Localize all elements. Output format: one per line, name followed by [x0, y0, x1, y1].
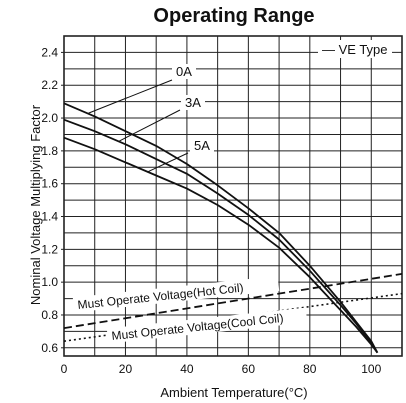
y-axis-label: Nominal Voltage Multiplying Factor [28, 104, 43, 305]
y-tick-label: 1.0 [41, 275, 58, 289]
series-line-3 [63, 273, 403, 329]
y-tick-label: 2.0 [41, 111, 58, 125]
series-line-2 [63, 136, 379, 354]
x-tick-label: 100 [361, 362, 381, 376]
series-label: 5A [194, 138, 210, 153]
series-label-bg [190, 138, 214, 153]
series-label-bg [172, 64, 196, 79]
x-tick-label: 60 [242, 362, 256, 376]
type-label-bg [318, 40, 392, 58]
y-tick-label: 1.6 [41, 177, 58, 191]
y-tick-label: 0.8 [41, 308, 58, 322]
y-tick-label: 2.2 [41, 78, 58, 92]
type-label: — VE Type [322, 42, 388, 57]
hot-coil-label-bg [72, 275, 280, 313]
chart-title: Operating Range [153, 5, 314, 27]
x-tick-label: 40 [180, 362, 194, 376]
y-tick-label: 1.2 [41, 242, 58, 256]
series-label: 0A [176, 64, 192, 79]
y-tick-label: 2.4 [41, 45, 58, 59]
leader-line [88, 79, 173, 114]
y-tick-label: 0.6 [41, 341, 58, 355]
tick-labels: 0 20 40 60 80 100 0.6 0.8 1.0 1.2 1.4 1.6 1.8 2.0 2.2 2… [41, 45, 381, 376]
y-tick-label: 1.8 [41, 144, 58, 158]
x-tick-label: 20 [119, 362, 133, 376]
x-axis-label: Ambient Temperature(°C) [160, 385, 307, 400]
series-line-0 [63, 102, 379, 354]
cool-coil-label-bg [106, 307, 308, 344]
x-tick-label: 0 [61, 362, 68, 376]
leader-line [146, 152, 189, 173]
x-tick-label: 80 [303, 362, 317, 376]
series-label: 3A [185, 95, 201, 110]
series-line-1 [63, 118, 379, 354]
leader-line [119, 109, 181, 142]
y-tick-label: 1.4 [41, 210, 58, 224]
series-label-bg [181, 95, 205, 110]
